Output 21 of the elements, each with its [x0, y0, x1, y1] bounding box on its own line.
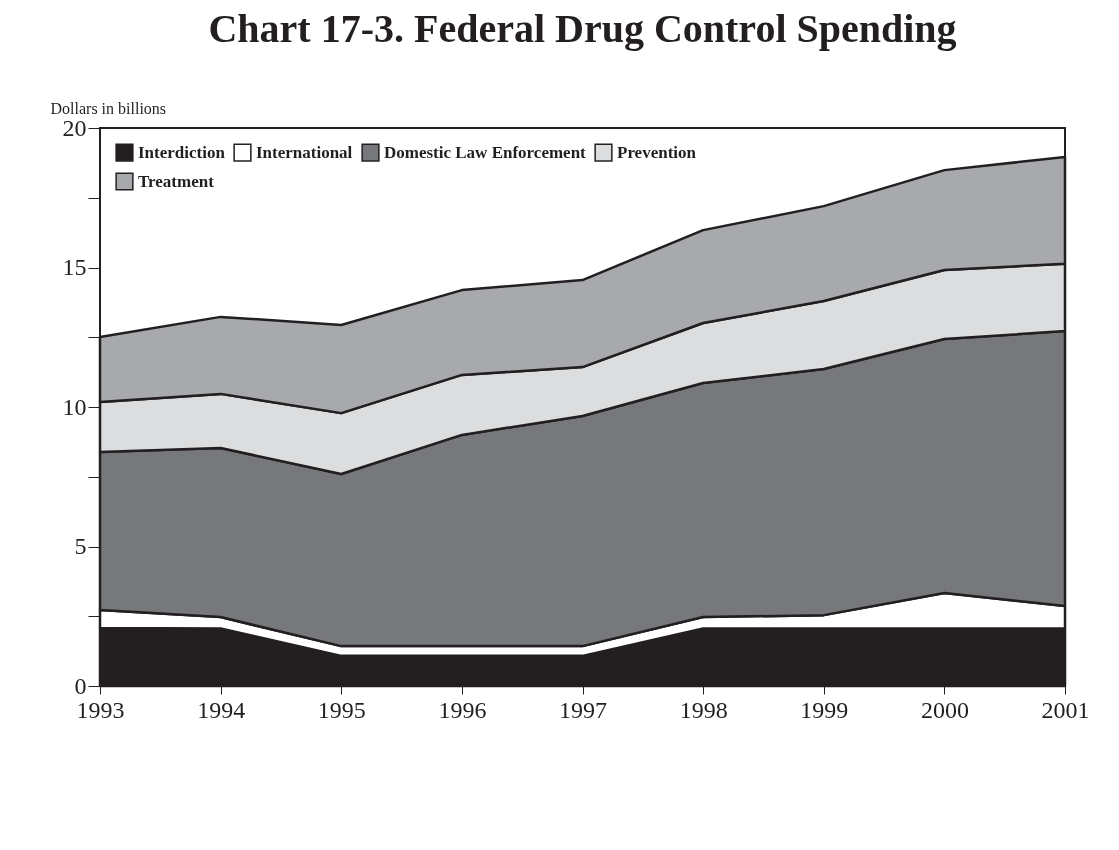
legend-label: Domestic Law Enforcement — [384, 142, 587, 162]
x-tick-label: 2001 — [1041, 696, 1090, 723]
x-tick-label: 2000 — [920, 696, 969, 723]
y-tick-label: 0 — [74, 672, 87, 699]
x-tick-label: 1999 — [800, 696, 849, 723]
legend-label: Prevention — [617, 142, 697, 162]
y-tick-label: 15 — [62, 254, 87, 280]
y-tick-label: 5 — [74, 533, 87, 559]
x-tick-label: 1997 — [559, 696, 607, 723]
legend-label: International — [256, 142, 353, 162]
x-tick-label: 1994 — [197, 696, 246, 723]
legend-label: Treatment — [138, 171, 215, 191]
x-tick-label: 1996 — [438, 696, 487, 723]
y-axis-title: Dollars in billions — [50, 99, 167, 117]
x-tick-label: 1995 — [317, 696, 366, 723]
x-tick-label: 1993 — [76, 696, 125, 723]
legend-label: Interdiction — [138, 142, 226, 162]
chart-title: Chart 17-3. Federal Drug Control Spending — [208, 6, 957, 51]
x-tick-label: 1998 — [679, 696, 728, 723]
y-tick-label: 10 — [62, 393, 87, 420]
y-tick-label: 20 — [62, 114, 87, 141]
